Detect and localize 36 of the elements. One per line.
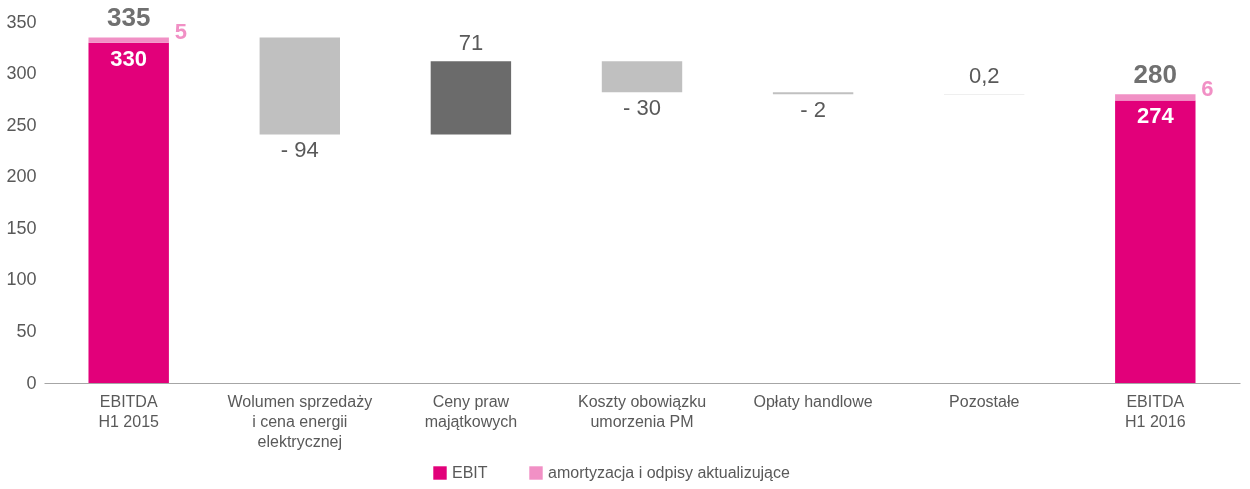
y-tick-label: 150 bbox=[6, 217, 37, 238]
y-tick-label: 200 bbox=[6, 166, 37, 187]
legend-label: amortyzacja i odpisy aktualizujące bbox=[548, 464, 790, 481]
data-label: 5 bbox=[174, 19, 187, 45]
data-label: - 30 bbox=[623, 95, 661, 121]
legend-label: EBIT bbox=[452, 464, 488, 481]
x-tick-label: Opłaty handlowe bbox=[753, 392, 873, 410]
y-tick-label: 100 bbox=[6, 269, 37, 290]
data-label: 6 bbox=[1201, 76, 1214, 102]
data-label: 274 bbox=[1136, 103, 1175, 129]
y-tick-label: 300 bbox=[6, 63, 37, 84]
y-tick-label: 250 bbox=[6, 114, 37, 135]
data-label: 71 bbox=[458, 30, 484, 56]
bar bbox=[430, 61, 512, 135]
bar bbox=[601, 61, 683, 93]
x-tick-label: Koszty obowiązku umorzenia PM bbox=[577, 392, 707, 430]
bar bbox=[88, 42, 169, 383]
total-label: 280 bbox=[1133, 59, 1177, 90]
y-tick-label: 50 bbox=[16, 320, 37, 341]
y-tick-label: 0 bbox=[26, 372, 37, 393]
data-label: - 94 bbox=[280, 137, 319, 163]
x-tick-label: EBITDA H1 2016 bbox=[1125, 392, 1186, 430]
bar bbox=[772, 92, 854, 95]
x-tick-label: Ceny praw majątkowych bbox=[424, 392, 518, 430]
x-tick-label: EBITDA H1 2015 bbox=[98, 392, 160, 430]
x-tick-label: Wolumen sprzedaży i cena energii elektrycznej bbox=[227, 392, 373, 450]
bar bbox=[1115, 100, 1196, 383]
data-label: 330 bbox=[110, 45, 148, 71]
x-tick-label: Pozostałe bbox=[949, 392, 1020, 410]
bar bbox=[1115, 94, 1196, 101]
data-label: 0,2 bbox=[968, 62, 1000, 88]
bar bbox=[259, 37, 341, 135]
bar bbox=[88, 37, 169, 43]
data-label: - 2 bbox=[800, 97, 826, 123]
total-label: 335 bbox=[107, 2, 151, 33]
y-tick-label: 350 bbox=[6, 11, 37, 32]
